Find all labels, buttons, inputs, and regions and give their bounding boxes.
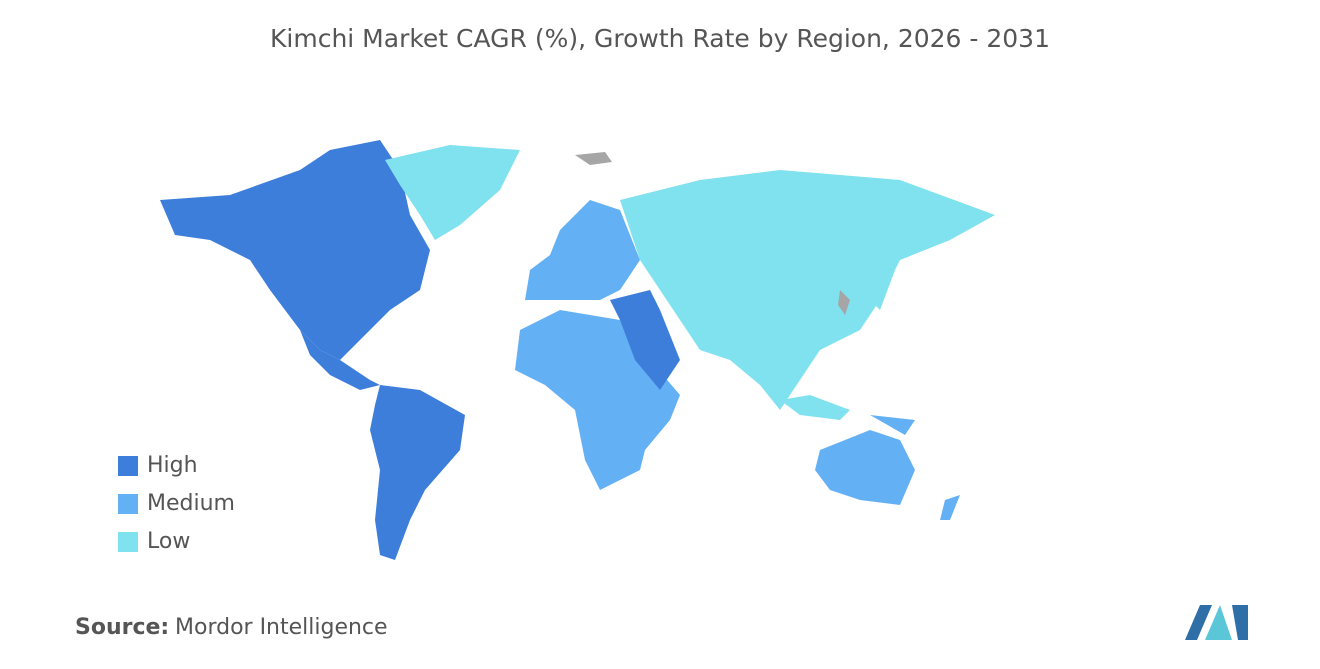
title: Kimchi Market CAGR (%), Growth Rate by R… [270, 24, 1050, 53]
new-guinea [870, 415, 915, 435]
legend: High Medium Low [118, 453, 235, 554]
asia [620, 170, 995, 410]
source-text: Mordor Intelligence [175, 615, 388, 640]
legend-swatch [118, 532, 138, 552]
legend-label: High [147, 453, 198, 478]
middle-east [610, 290, 680, 390]
japan [870, 270, 895, 310]
svalbard [575, 152, 612, 165]
australia [815, 430, 915, 505]
new-zealand [940, 495, 960, 520]
legend-label: Medium [147, 491, 235, 516]
europe [525, 200, 640, 300]
legend-swatch [118, 494, 138, 514]
world-map [160, 140, 995, 560]
south-america [370, 385, 465, 560]
logo [1185, 605, 1248, 640]
central-america [300, 330, 380, 390]
southeast-asia-islands [780, 395, 850, 420]
logo-part [1232, 605, 1248, 640]
logo-part [1185, 605, 1212, 640]
legend-swatch [118, 456, 138, 476]
source-label: Source: [75, 615, 169, 640]
korea [838, 290, 850, 315]
logo-part [1205, 605, 1232, 640]
greenland [385, 145, 520, 240]
north-america [160, 140, 430, 360]
legend-label: Low [147, 529, 190, 554]
